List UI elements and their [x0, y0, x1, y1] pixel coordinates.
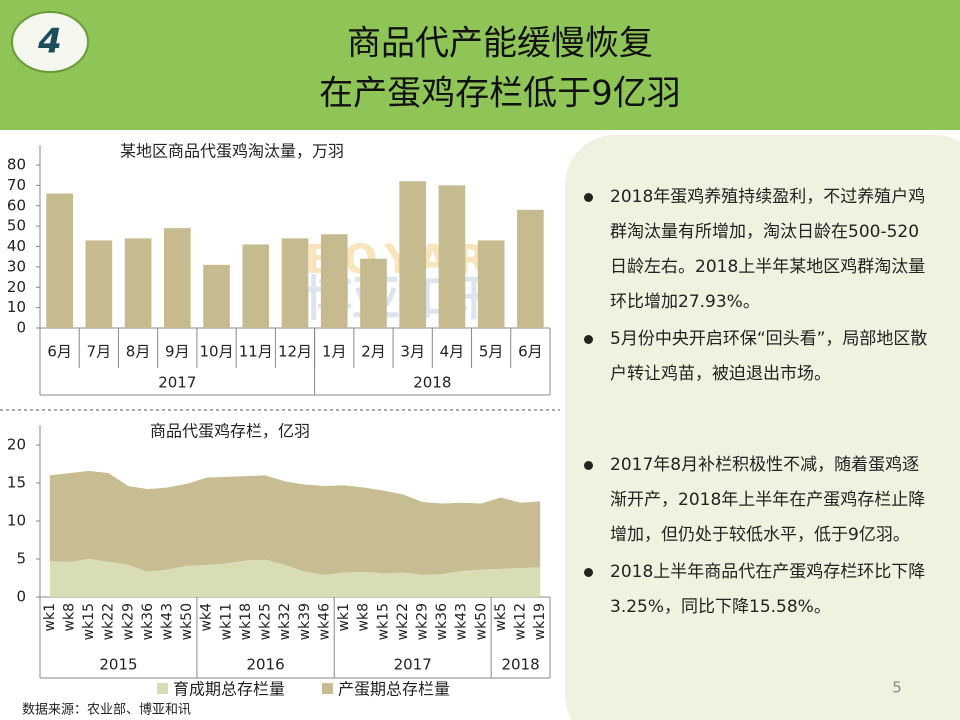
x-tick-label: wk12	[513, 603, 529, 640]
x-tick-label: wk5	[493, 603, 509, 631]
legend-label: 育成期总存栏量	[173, 680, 285, 699]
group-label: 2016	[246, 656, 284, 674]
y-tick-label: 40	[7, 237, 26, 255]
y-tick-label: 80	[7, 156, 26, 174]
bullet-group: 2017年8月补栏积极性不减，随着蛋鸡逐渐开产，2018年上半年在产蛋鸡存栏止降…	[580, 448, 930, 627]
badge	[11, 11, 89, 73]
bar	[203, 264, 230, 328]
x-tick-label: wk4	[199, 603, 215, 632]
y-tick-label: 60	[7, 196, 26, 214]
legend-swatch	[157, 683, 168, 694]
group-label: 2018	[413, 374, 451, 392]
x-tick-label: wk36	[140, 603, 156, 640]
x-tick-label: wk50	[473, 603, 489, 640]
y-tick-label: 15	[7, 474, 26, 492]
y-tick-label: 0	[16, 588, 26, 606]
x-tick-label: wk1	[336, 603, 352, 631]
bullet: 5月份中央开启环保“回头看”，局部地区散户转让鸡苗，被迫退出市场。	[580, 322, 930, 392]
y-tick-label: 20	[7, 278, 26, 296]
x-tick-label: wk46	[316, 603, 332, 640]
x-tick-label: wk29	[415, 603, 431, 640]
group-label: 2017	[158, 374, 196, 392]
bar	[477, 240, 505, 328]
badge-number: 4	[37, 22, 62, 62]
bar	[163, 228, 191, 328]
x-tick-label: wk1	[42, 603, 58, 631]
x-tick-label: 1月	[322, 343, 347, 361]
x-tick-label: wk8	[356, 603, 372, 631]
x-tick-label: wk19	[532, 603, 548, 640]
x-tick-label: wk32	[277, 603, 293, 640]
x-tick-label: 8月	[126, 343, 151, 361]
x-tick-label: wk11	[218, 603, 234, 640]
x-tick-label: 4月	[440, 343, 465, 361]
x-tick-label: 3月	[400, 343, 425, 361]
title-line: 在产蛋鸡存栏低于9亿羽	[319, 74, 681, 114]
x-tick-label: 10月	[199, 343, 233, 361]
y-tick-label: 70	[7, 176, 26, 194]
x-tick-label: wk15	[375, 603, 391, 640]
x-tick-label: wk43	[160, 603, 176, 640]
bullet: 2017年8月补栏积极性不减，随着蛋鸡逐渐开产，2018年上半年在产蛋鸡存栏止降…	[580, 448, 930, 553]
y-tick-label: 50	[7, 217, 26, 235]
bar	[399, 181, 427, 328]
legend-swatch	[322, 683, 333, 694]
x-tick-label: wk8	[61, 603, 77, 631]
x-tick-label: wk18	[238, 603, 254, 640]
group-label: 2017	[394, 656, 432, 674]
y-tick-label: 10	[7, 512, 26, 530]
bar	[281, 238, 309, 328]
group-label: 2015	[99, 656, 137, 674]
source: 数据来源：农业部、博亚和讯	[22, 703, 191, 718]
y-tick-label: 5	[16, 550, 26, 568]
x-tick-label: 5月	[479, 343, 504, 361]
x-tick-label: wk25	[258, 603, 274, 640]
bar	[85, 240, 113, 328]
chart-title: 某地区商品代蛋鸡淘汰量，万羽	[120, 142, 344, 161]
x-tick-label: wk22	[101, 603, 117, 640]
bar	[517, 209, 544, 328]
bar	[242, 244, 270, 328]
x-tick-label: wk39	[297, 603, 313, 640]
bar	[360, 258, 387, 328]
x-tick-label: wk22	[395, 603, 411, 640]
y-tick-label: 10	[7, 298, 26, 316]
header-band	[0, 0, 960, 130]
legend-label: 产蛋期总存栏量	[338, 680, 450, 699]
bar	[124, 238, 152, 328]
y-tick-label: 30	[7, 257, 26, 275]
bar	[320, 234, 348, 328]
x-tick-label: 7月	[87, 343, 112, 361]
page-number: 5	[892, 679, 902, 697]
x-tick-label: 9月	[165, 343, 190, 361]
bar	[46, 193, 73, 328]
area	[49, 559, 541, 597]
x-tick-label: wk50	[179, 603, 195, 640]
chart-title: 商品代蛋鸡存栏，亿羽	[150, 422, 310, 441]
bullet-group: 2018年蛋鸡养殖持续盈利，不过养殖户鸡群淘汰量有所增加，淘汰日龄在500-52…	[580, 180, 930, 394]
x-tick-label: wk36	[434, 603, 450, 640]
side-panel	[565, 135, 960, 720]
x-tick-label: wk43	[454, 603, 470, 640]
group-label: 2018	[501, 656, 539, 674]
bullet: 2018上半年商品代在产蛋鸡存栏环比下降3.25%，同比下降15.58%。	[580, 555, 930, 625]
x-tick-label: wk15	[81, 603, 97, 640]
y-tick-label: 0	[16, 319, 26, 337]
y-tick-label: 20	[7, 436, 26, 454]
x-tick-label: 6月	[47, 343, 72, 361]
title-line: 商品代产能缓慢恢复	[347, 24, 653, 64]
x-tick-label: 12月	[278, 343, 312, 361]
x-tick-label: 11月	[239, 343, 273, 361]
x-tick-label: wk29	[120, 603, 136, 640]
bullet: 2018年蛋鸡养殖持续盈利，不过养殖户鸡群淘汰量有所增加，淘汰日龄在500-52…	[580, 180, 930, 320]
area	[49, 470, 541, 575]
x-tick-label: 2月	[361, 343, 386, 361]
x-tick-label: 6月	[518, 343, 543, 361]
bar	[438, 185, 466, 328]
